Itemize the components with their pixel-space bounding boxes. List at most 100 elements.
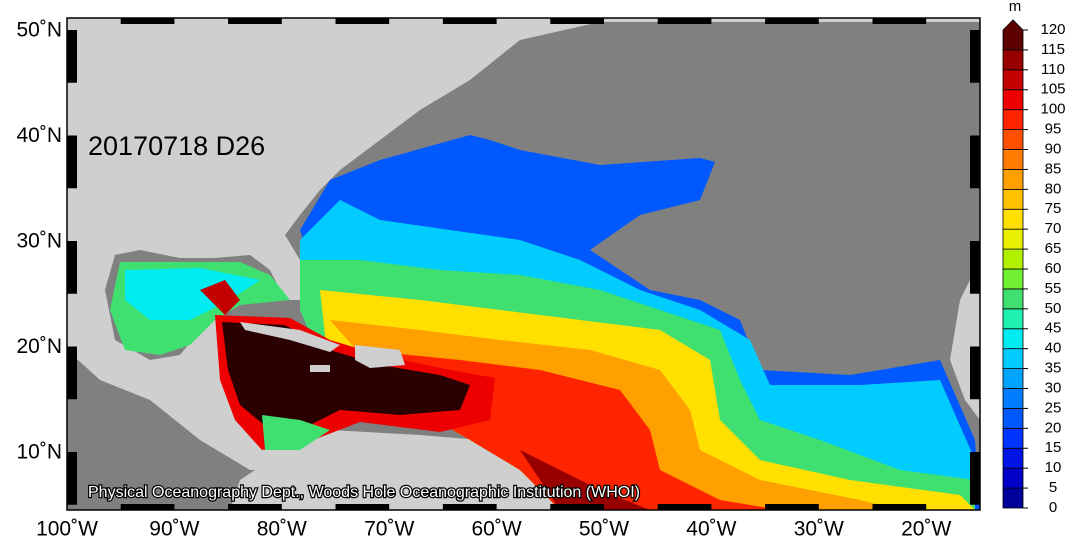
colorbar-tick-label: 0: [1049, 499, 1057, 516]
colorbar-tick-label: 90: [1045, 140, 1062, 157]
land: [310, 365, 330, 372]
colorbar-band: [1002, 408, 1024, 429]
colorbar-tick-label: 60: [1045, 260, 1062, 277]
lon-label: 80˚W: [257, 518, 307, 541]
lat-label: 10˚N: [16, 441, 62, 464]
frame-tick: [335, 18, 390, 24]
colorbar-tick-label: 50: [1045, 300, 1062, 317]
frame-tick: [120, 18, 175, 24]
colorbar-band: [1002, 328, 1024, 350]
frame-tick: [872, 18, 927, 24]
frame-tick: [120, 504, 175, 510]
frame-tick: [657, 504, 712, 510]
credit: Physical Oceanography Dept., Woods Hole …: [88, 484, 640, 501]
land: [67, 18, 980, 470]
frame-tick: [442, 18, 497, 24]
colorbar-tick-label: 70: [1045, 220, 1062, 237]
colorbar-band: [1002, 248, 1024, 270]
land: [355, 345, 405, 368]
colorbar-band: [1002, 69, 1024, 91]
frame-tick: [765, 504, 819, 510]
frame-tick: [442, 504, 497, 510]
colorbar-unit: m: [1009, 0, 1022, 15]
colorbar-band: [1002, 188, 1024, 210]
colorbar-tick-label: 15: [1045, 439, 1062, 456]
colorbar-band: [1002, 388, 1024, 409]
colorbar-tick-label: 10: [1045, 459, 1062, 476]
colorbar-band: [1002, 19, 1024, 51]
colorbar-band: [1002, 467, 1024, 489]
frame-tick: [228, 504, 282, 510]
colorbar-band: [1002, 487, 1024, 509]
colorbar-tick-label: 85: [1045, 160, 1062, 177]
land: [240, 322, 340, 352]
colorbar-band: [1002, 49, 1024, 71]
colorbar-band: [1002, 228, 1024, 250]
lon-label: 60˚W: [472, 518, 522, 541]
lat-label: 30˚N: [16, 230, 62, 253]
frame-tick: [970, 135, 980, 189]
colorbar-band: [1002, 427, 1024, 449]
colorbar-band: [1002, 89, 1024, 111]
colorbar-band: [1002, 308, 1024, 330]
colorbar-tick-label: 35: [1045, 360, 1062, 377]
frame-tick: [67, 346, 77, 400]
colorbar-band: [1002, 348, 1024, 369]
colorbar-tick-label: 20: [1045, 419, 1062, 436]
colorbar-tick-label: 25: [1045, 399, 1062, 416]
frame-tick: [657, 18, 712, 24]
field-layer: [125, 268, 260, 320]
lat-label: 50˚N: [16, 19, 62, 42]
map-area: [67, 18, 980, 510]
field-layer: [222, 322, 470, 430]
lon-label: 50˚W: [579, 518, 629, 541]
colorbar-tick-label: 80: [1045, 180, 1062, 197]
colorbar-tick-label: 105: [1040, 81, 1065, 98]
colorbar-tick-label: 115: [1041, 41, 1065, 58]
frame-tick: [872, 504, 927, 510]
colorbar-band: [1002, 208, 1024, 230]
colorbar-band: [1002, 129, 1024, 150]
colorbar-tick-label: 45: [1045, 320, 1062, 337]
field-layer: [520, 450, 650, 510]
colorbar-tick-label: 110: [1041, 61, 1065, 78]
frame-tick: [970, 346, 980, 400]
frame-tick: [67, 452, 77, 505]
colorbar-tick-label: 100: [1040, 101, 1065, 118]
frame-tick: [228, 18, 282, 24]
colorbar-tick-label: 30: [1045, 379, 1062, 396]
colorbar-tick-label: 40: [1045, 340, 1062, 357]
frame-tick: [335, 504, 390, 510]
colorbar-tick-label: 75: [1045, 200, 1062, 217]
colorbar-band: [1002, 149, 1024, 170]
frame-ticks: [67, 18, 980, 510]
date-label: 20170718 D26: [88, 131, 265, 161]
lon-label: 100˚W: [36, 518, 98, 541]
frame-tick: [765, 18, 819, 24]
colorbar-tick-label: 55: [1045, 280, 1062, 297]
lon-label: 40˚W: [686, 518, 736, 541]
colorbar-band: [1002, 169, 1024, 190]
colorbar-band: [1002, 447, 1024, 469]
colorbar-tick-label: 120: [1040, 21, 1065, 38]
frame-tick: [550, 18, 604, 24]
land: [230, 430, 560, 510]
colorbar-band: [1002, 288, 1024, 310]
field-layer: [200, 280, 240, 315]
frame-tick: [67, 241, 77, 294]
lon-label: 30˚W: [794, 518, 844, 541]
lon-label: 20˚W: [901, 518, 951, 541]
frame-tick: [550, 504, 604, 510]
field-layer: [262, 415, 330, 450]
lat-label: 40˚N: [16, 124, 62, 147]
frame-tick: [67, 30, 77, 83]
colorbar-tick-label: 65: [1045, 240, 1062, 257]
lat-label: 20˚N: [16, 335, 62, 358]
lon-label: 90˚W: [149, 518, 199, 541]
colorbar-tick-label: 95: [1045, 121, 1062, 138]
frame-tick: [67, 135, 77, 189]
lon-label: 70˚W: [364, 518, 414, 541]
frame-tick: [970, 241, 980, 294]
frame-tick: [970, 30, 980, 83]
